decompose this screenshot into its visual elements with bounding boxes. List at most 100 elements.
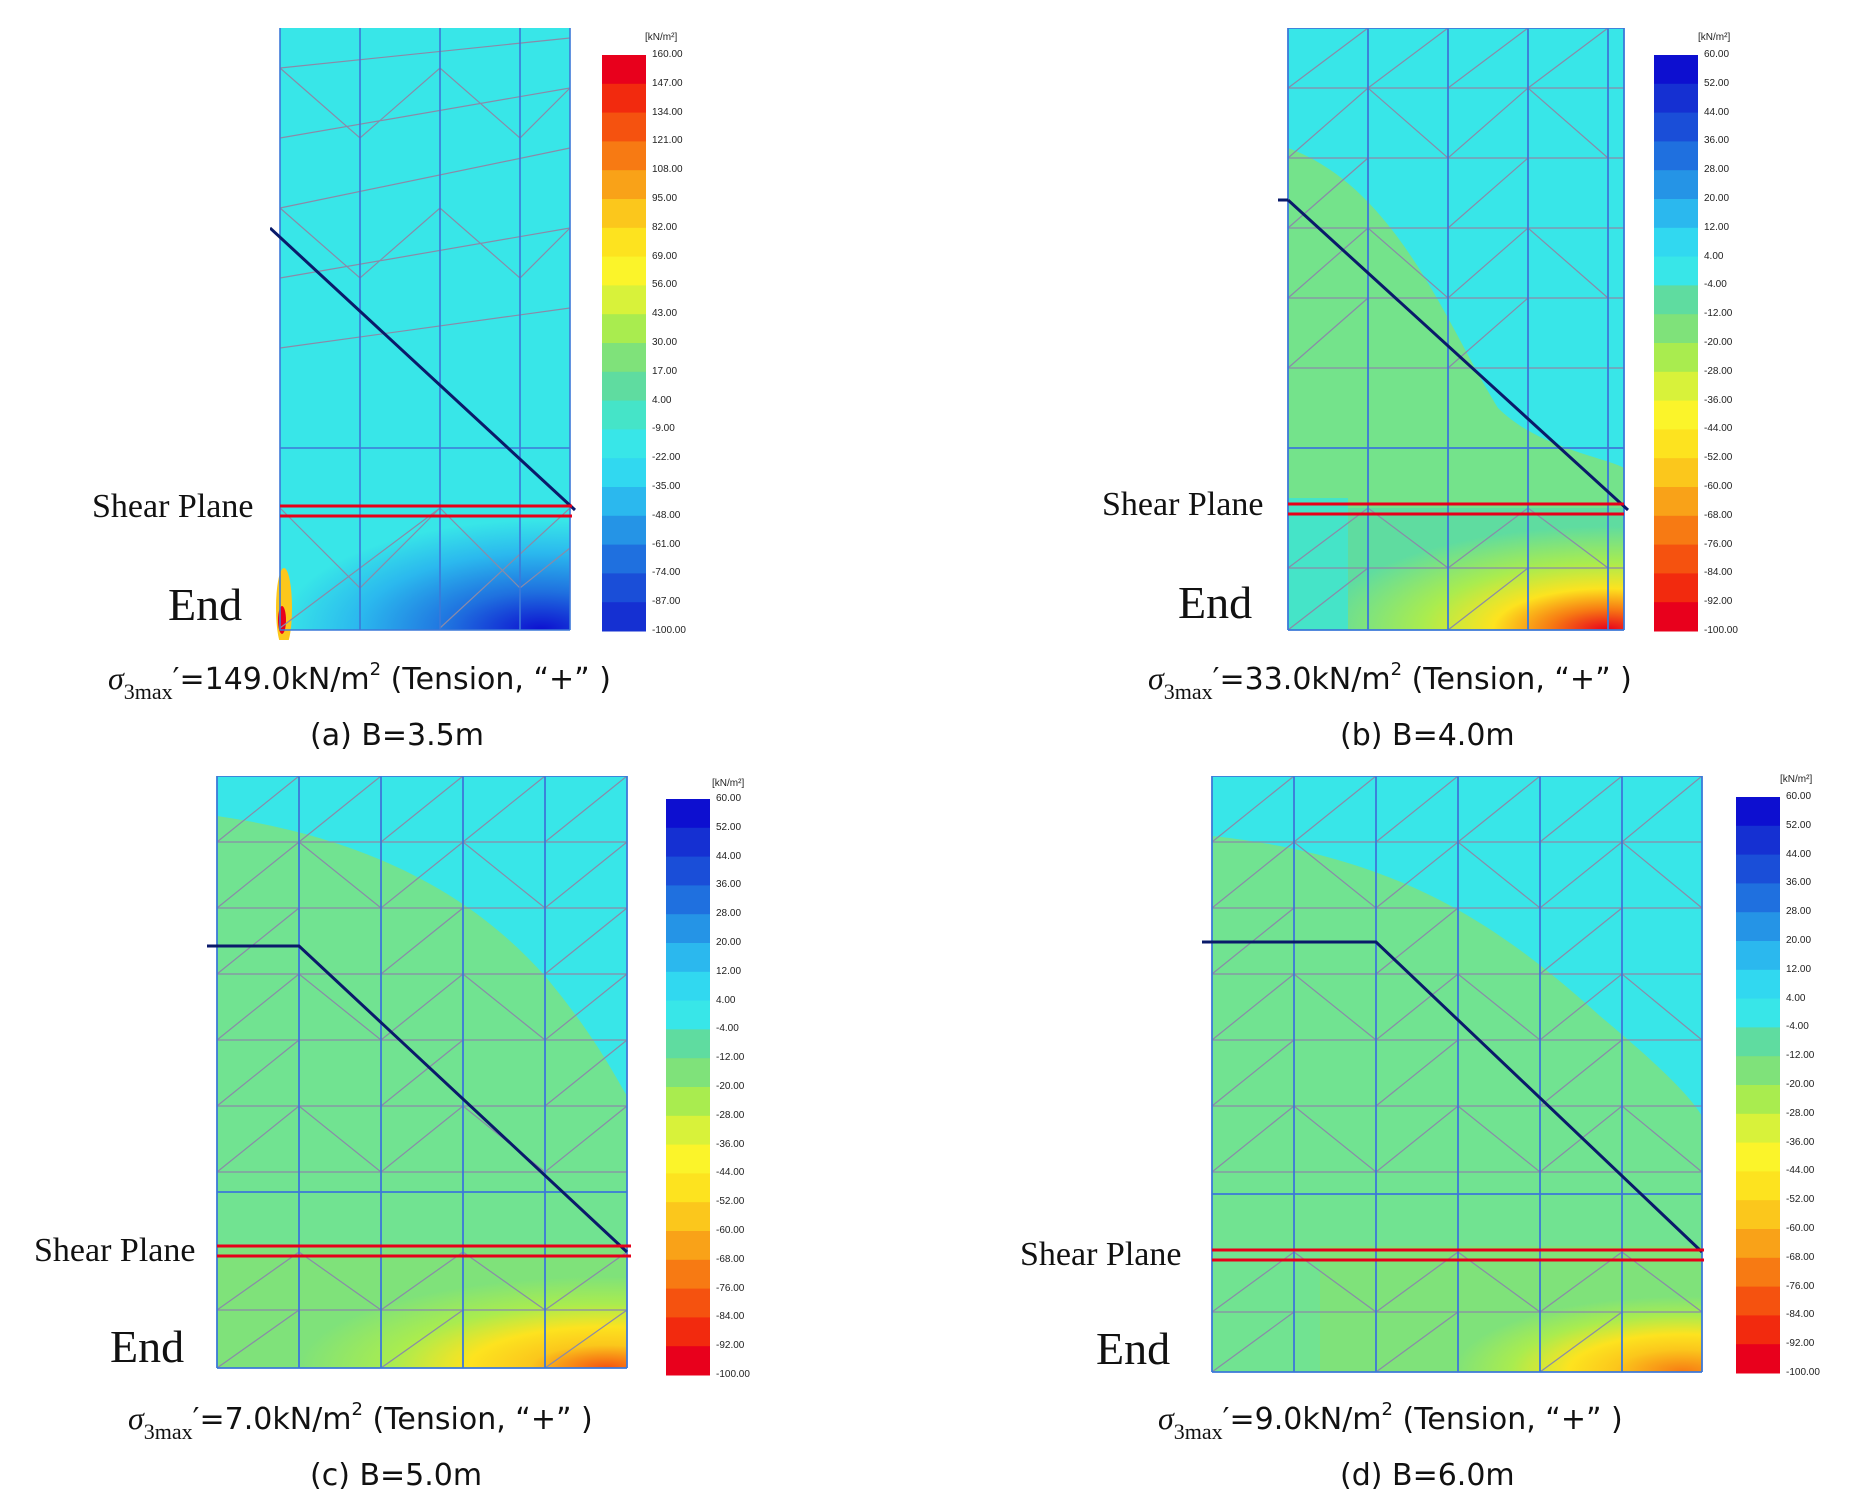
panel-d-plane-label: Shear Plane xyxy=(1020,1236,1182,1273)
legend-tick-label: -84.00 xyxy=(1786,1309,1815,1321)
legend-tick-label: -100.00 xyxy=(1704,625,1738,636)
panel-c-end-label: End xyxy=(110,1321,185,1372)
legend-swatch xyxy=(1736,854,1780,884)
legend-swatch xyxy=(666,1029,710,1059)
legend-tick-label: -76.00 xyxy=(1704,538,1733,550)
legend-tick-label: -44.00 xyxy=(716,1167,745,1179)
panel-b-plot xyxy=(1278,28,1630,631)
sigma-prime: ′ xyxy=(1222,1402,1230,1437)
panel-d-caption: (d) B=6.0m xyxy=(1340,1458,1515,1493)
panel-c-legend xyxy=(666,799,710,1376)
sigma-prime: ′ xyxy=(1212,662,1220,697)
legend-swatch xyxy=(602,400,646,430)
legend-tick-label: 36.00 xyxy=(1704,135,1730,147)
panel-b-legend xyxy=(1654,55,1698,632)
sigma-subscript: 3max xyxy=(143,1419,193,1444)
legend-swatch xyxy=(666,799,710,829)
legend-swatch xyxy=(1736,1344,1780,1374)
legend-swatch xyxy=(602,602,646,632)
panel-c-sigma-line: σ3max′=7.0kN/m2 (Tension, “+” ) xyxy=(128,1399,593,1444)
legend-tick-label: 52.00 xyxy=(1786,819,1812,831)
sigma-symbol: σ xyxy=(128,1400,144,1436)
legend-swatch xyxy=(1736,941,1780,971)
legend-swatch xyxy=(666,1058,710,1088)
legend-swatch xyxy=(602,544,646,574)
legend-tick-label: -84.00 xyxy=(716,1311,745,1323)
panel-c-plot xyxy=(207,776,631,1369)
legend-tick-label: -92.00 xyxy=(1704,596,1733,608)
legend-swatch xyxy=(666,1202,710,1232)
legend-tick-label: 28.00 xyxy=(716,908,742,920)
panel-a-caption: (a) B=3.5m xyxy=(310,718,484,753)
legend-tick-label: -44.00 xyxy=(1704,423,1733,435)
legend-swatch xyxy=(666,1087,710,1117)
panel-c-legend-unit: [kN/m²] xyxy=(712,778,745,789)
legend-tick-label: 12.00 xyxy=(716,965,742,977)
legend-swatch xyxy=(1654,602,1698,632)
legend-swatch xyxy=(602,429,646,459)
panel-a-plane-label: Shear Plane xyxy=(92,488,254,525)
legend-swatch xyxy=(1736,912,1780,942)
legend-swatch xyxy=(1654,112,1698,142)
unit-superscript: 2 xyxy=(369,659,382,680)
legend-tick-label: -36.00 xyxy=(1704,394,1733,406)
legend-tick-label: 28.00 xyxy=(1786,906,1812,918)
legend-swatch xyxy=(602,227,646,258)
legend-tick-label: -60.00 xyxy=(1704,481,1733,492)
legend-tick-label: -44.00 xyxy=(1786,1165,1815,1177)
legend-tick-label: 44.00 xyxy=(1704,106,1730,118)
legend-tick-label: 30.00 xyxy=(652,337,678,348)
panel-c-plane-label: Shear Plane xyxy=(34,1232,196,1269)
legend-swatch xyxy=(1736,969,1780,1000)
legend-swatch xyxy=(1736,883,1780,913)
legend-swatch xyxy=(602,573,646,603)
sigma-symbol: σ xyxy=(108,660,124,696)
panel-a-plot xyxy=(270,28,577,640)
panel-b-caption: (b) B=4.0m xyxy=(1340,718,1515,753)
legend-swatch xyxy=(1654,458,1698,488)
legend-tick-label: -20.00 xyxy=(716,1081,745,1092)
legend-tick-label: 36.00 xyxy=(1786,877,1812,889)
legend-swatch xyxy=(1654,487,1698,517)
legend-swatch xyxy=(666,914,710,944)
legend-swatch xyxy=(666,885,710,915)
legend-tick-label: 20.00 xyxy=(1786,935,1812,946)
legend-swatch xyxy=(602,256,646,286)
legend-swatch xyxy=(602,487,646,517)
legend-tick-label: -28.00 xyxy=(1704,365,1733,377)
legend-swatch xyxy=(1736,797,1780,827)
legend-tick-label: 28.00 xyxy=(1704,164,1730,176)
legend-swatch xyxy=(1736,1085,1780,1115)
legend-swatch xyxy=(1654,544,1698,574)
legend-swatch xyxy=(1654,55,1698,85)
legend-swatch xyxy=(666,1173,710,1203)
legend-tick-label: -20.00 xyxy=(1786,1079,1815,1090)
legend-tick-label: 95.00 xyxy=(652,193,678,204)
legend-tick-label: -4.00 xyxy=(716,1023,739,1035)
legend-swatch xyxy=(666,1259,710,1290)
legend-tick-label: 52.00 xyxy=(716,821,742,833)
legend-tick-label: 20.00 xyxy=(1704,193,1730,204)
legend-swatch xyxy=(602,371,646,402)
legend-swatch xyxy=(666,1000,710,1030)
legend-tick-label: 12.00 xyxy=(1786,963,1812,975)
legend-swatch xyxy=(1654,400,1698,430)
legend-tick-label: -28.00 xyxy=(1786,1107,1815,1119)
legend-tick-label: 82.00 xyxy=(652,221,678,233)
panel-a-legend xyxy=(602,55,646,632)
panel-d-end-label: End xyxy=(1096,1323,1171,1374)
legend-swatch xyxy=(666,1317,710,1347)
legend-tick-label: 4.00 xyxy=(716,994,736,1006)
panel-b-sigma-line: σ3max′=33.0kN/m2 (Tension, “+” ) xyxy=(1148,659,1632,704)
legend-swatch xyxy=(1654,285,1698,315)
legend-swatch xyxy=(602,199,646,229)
legend-swatch xyxy=(666,827,710,858)
legend-tick-label: -28.00 xyxy=(716,1109,745,1121)
legend-swatch xyxy=(1736,1142,1780,1172)
legend-swatch xyxy=(1654,314,1698,344)
legend-tick-label: -4.00 xyxy=(1786,1021,1809,1033)
sigma-subscript: 3max xyxy=(123,679,173,704)
legend-swatch xyxy=(1736,1056,1780,1086)
legend-swatch xyxy=(666,1346,710,1376)
legend-tick-label: 60.00 xyxy=(716,793,742,804)
